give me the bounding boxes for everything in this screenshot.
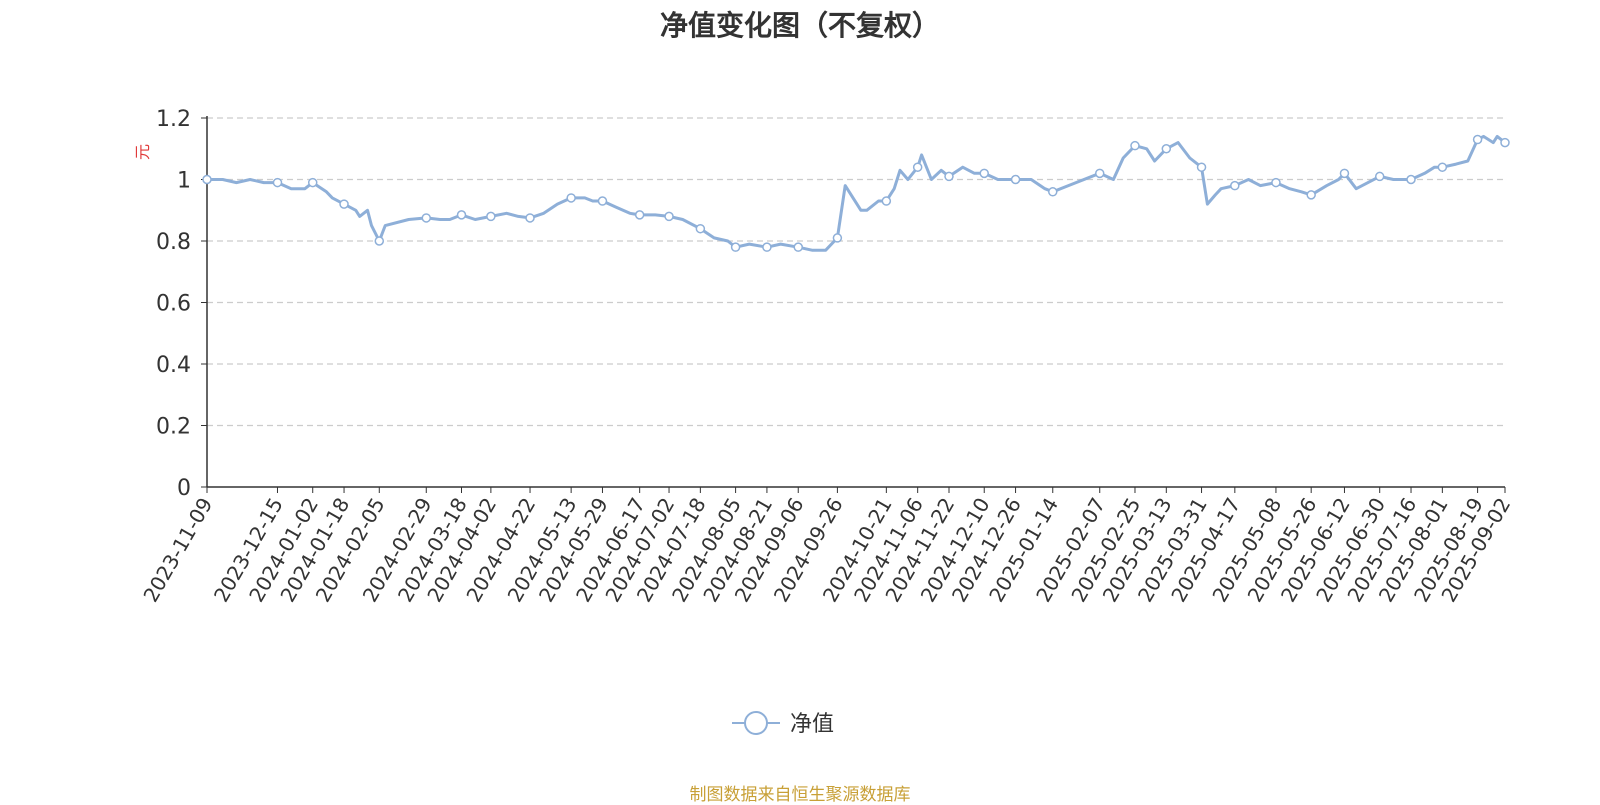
y-tick-labels: 0 0.2 0.4 0.6 0.8 1 1.2 (156, 107, 191, 501)
data-point[interactable] (912, 162, 923, 172)
data-point[interactable] (339, 199, 349, 209)
data-point[interactable] (881, 196, 892, 206)
grid-lines (207, 117, 1505, 427)
data-point[interactable] (1048, 187, 1058, 197)
data-point[interactable] (1130, 140, 1140, 151)
y-tick-label: 0.2 (156, 415, 191, 440)
data-point[interactable] (486, 211, 496, 222)
x-tick-labels: 2023-11-092023-12-152024-01-022024-01-18… (138, 493, 1515, 606)
data-point[interactable] (421, 213, 432, 223)
legend[interactable]: 净值 (732, 711, 834, 737)
data-point[interactable] (979, 168, 989, 179)
y-tick-label: 0.4 (156, 353, 191, 378)
chart-title: 净值变化图（不复权） (659, 9, 940, 42)
data-point[interactable] (307, 177, 318, 188)
data-point[interactable] (762, 242, 772, 252)
data-point[interactable] (597, 196, 608, 206)
data-point[interactable] (202, 174, 212, 185)
axes (201, 116, 1506, 493)
data-point[interactable] (1196, 162, 1207, 172)
y-tick-label: 0.6 (156, 292, 191, 317)
data-point[interactable] (1500, 137, 1510, 148)
y-tick-label: 1 (177, 169, 191, 194)
data-point[interactable] (1271, 177, 1281, 188)
data-point[interactable] (1161, 144, 1172, 154)
data-point[interactable] (832, 233, 843, 243)
data-point[interactable] (1437, 162, 1448, 172)
data-point[interactable] (1230, 180, 1240, 191)
data-point[interactable] (566, 193, 576, 203)
x-tick-label: 2023-11-09 (138, 494, 217, 607)
data-point[interactable] (944, 171, 954, 182)
y-axis-unit-label: 元 (133, 144, 152, 160)
legend-marker-icon (744, 711, 768, 735)
data-point[interactable] (1010, 174, 1021, 185)
data-point[interactable] (1094, 168, 1105, 179)
data-point[interactable] (1472, 134, 1483, 145)
data-point[interactable] (793, 242, 803, 252)
series-layer (202, 134, 1510, 252)
data-point[interactable] (272, 177, 283, 188)
data-point[interactable] (730, 242, 741, 252)
data-point[interactable] (695, 223, 706, 234)
legend-label: 净值 (790, 712, 834, 737)
data-point[interactable] (456, 210, 467, 220)
data-point[interactable] (1339, 168, 1350, 179)
data-point[interactable] (1374, 171, 1385, 182)
data-point[interactable] (525, 213, 535, 223)
y-tick-label: 1.2 (156, 107, 191, 132)
y-tick-label: 0 (177, 476, 191, 501)
data-point[interactable] (634, 210, 645, 220)
data-point[interactable] (1406, 174, 1416, 185)
data-point[interactable] (664, 211, 674, 222)
y-tick-label: 0.8 (156, 230, 191, 255)
data-point[interactable] (374, 236, 385, 246)
data-point[interactable] (1306, 190, 1316, 200)
source-note: 制图数据来自恒生聚源数据库 (689, 785, 911, 805)
